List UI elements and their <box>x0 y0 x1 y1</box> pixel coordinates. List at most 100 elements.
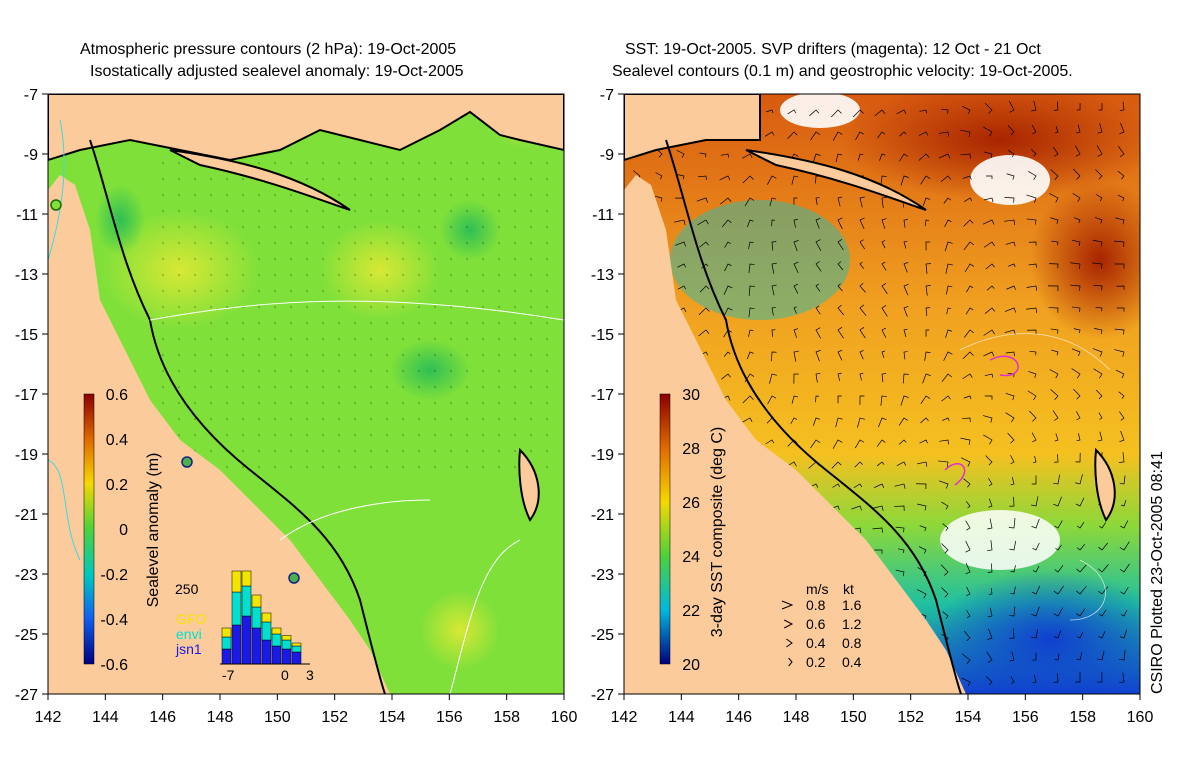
sst-colorbar-ticks: 30 28 26 24 22 20 <box>682 387 700 674</box>
velocity-vector <box>746 351 754 360</box>
velocity-vector <box>1092 348 1103 357</box>
velocity-vector <box>1031 125 1037 135</box>
velocity-vector <box>1119 672 1125 683</box>
colorbar-tick-label: 26 <box>682 495 700 512</box>
velocity-vector <box>721 219 732 228</box>
velocity-vector <box>859 350 864 360</box>
velocity-vector <box>988 498 993 508</box>
velocity-vector <box>1118 391 1125 399</box>
velocity-vector <box>963 395 972 400</box>
velocity-vector <box>1054 565 1064 573</box>
velocity-vector <box>853 483 863 489</box>
cloud-mask <box>970 155 1050 205</box>
velocity-vector <box>852 109 864 118</box>
latitude-tick-label: -17 <box>591 387 614 404</box>
colorbar-tick-label: -0.6 <box>100 657 128 674</box>
velocity-vector <box>941 587 949 598</box>
velocity-vector <box>791 395 798 404</box>
velocity-vector <box>793 197 798 205</box>
velocity-vector <box>677 174 685 180</box>
velocity-vector <box>918 131 929 136</box>
velocity-vector <box>1092 262 1103 269</box>
velocity-vector <box>1120 520 1129 529</box>
velocity-vector <box>1028 241 1037 246</box>
colorbar-tick-label: 22 <box>682 603 700 620</box>
velocity-vector <box>903 328 908 337</box>
velocity-vector <box>920 175 931 185</box>
histogram-bar <box>251 594 262 608</box>
velocity-vector <box>815 239 822 251</box>
velocity-vector <box>851 505 862 511</box>
velocity-legend-kt: 1.2 <box>842 616 862 632</box>
velocity-vector <box>1076 411 1081 421</box>
velocity-vector <box>1093 368 1103 379</box>
velocity-vector <box>1051 349 1059 356</box>
velocity-vector <box>983 329 996 336</box>
velocity-vector <box>1076 124 1081 134</box>
velocity-vector <box>1049 369 1059 379</box>
land-papua-new-guinea <box>48 94 564 162</box>
histogram-bar <box>291 645 302 653</box>
velocity-vector <box>719 175 731 181</box>
velocity-vector <box>918 153 930 161</box>
velocity-vector <box>697 219 709 226</box>
velocity-vector <box>1007 150 1015 158</box>
left-title-line1: Atmospheric pressure contours (2 hPa): 1… <box>80 41 457 58</box>
velocity-vector <box>1049 263 1059 269</box>
velocity-vector <box>1054 653 1060 661</box>
velocity-vector <box>946 307 952 315</box>
velocity-vector <box>1114 349 1125 357</box>
velocity-legend-ms: 0.6 <box>806 616 826 632</box>
velocity-vector <box>1098 412 1103 420</box>
longitude-tick-label: 148 <box>207 709 234 726</box>
velocity-vector <box>697 175 707 181</box>
histogram-bar <box>281 639 292 650</box>
velocity-vector <box>1027 329 1037 335</box>
velocity-vector <box>878 417 887 428</box>
velocity-vector <box>859 196 865 208</box>
velocity-vector <box>1076 608 1086 617</box>
velocity-vector <box>960 129 971 137</box>
velocity-vector <box>940 564 949 576</box>
sst-cool-region <box>930 570 1140 694</box>
histogram-bar <box>271 645 282 665</box>
velocity-vector <box>1054 433 1059 442</box>
velocity-vector <box>771 241 777 251</box>
velocity-vector <box>769 197 777 207</box>
velocity-vector <box>903 283 909 296</box>
tide-gauge-marker <box>288 572 300 584</box>
latitude-tick-label: -19 <box>15 447 38 464</box>
tide-gauge-marker <box>181 456 193 468</box>
colorbar-tick-label: -0.2 <box>100 567 128 584</box>
velocity-vector <box>1031 432 1037 443</box>
sst-warm-region <box>840 94 1140 200</box>
velocity-vector <box>1076 564 1087 573</box>
velocity-vector <box>898 439 907 445</box>
velocity-vector <box>982 415 993 423</box>
velocity-vector <box>1116 285 1125 290</box>
velocity-vector <box>1076 543 1086 551</box>
velocity-vector <box>1053 101 1059 111</box>
pressure-contour <box>149 300 564 321</box>
velocity-vector <box>880 395 887 406</box>
velocity-vector <box>880 175 887 186</box>
velocity-vector <box>1027 390 1037 401</box>
velocity-vector <box>987 628 993 641</box>
velocity-vector <box>874 549 883 554</box>
histogram-bar <box>261 639 272 665</box>
sla-colorbar <box>83 393 95 665</box>
right-latitude-ticks: -7 -9 -11 -13 -15 -17 -19 -21 -23 -25 -27 <box>591 87 624 704</box>
velocity-vector <box>987 607 993 618</box>
velocity-vector <box>1026 285 1038 291</box>
velocity-vector <box>1004 329 1016 335</box>
velocity-vector <box>1032 674 1037 684</box>
velocity-vector <box>903 240 908 249</box>
velocity-vector <box>983 434 993 445</box>
velocity-vector <box>837 372 842 382</box>
velocity-vector <box>721 373 731 380</box>
velocity-vector <box>965 501 971 509</box>
histogram-bar <box>221 627 232 638</box>
pressure-contour <box>48 459 81 561</box>
right-map <box>624 94 1140 694</box>
land-papua-new-guinea <box>624 94 761 162</box>
